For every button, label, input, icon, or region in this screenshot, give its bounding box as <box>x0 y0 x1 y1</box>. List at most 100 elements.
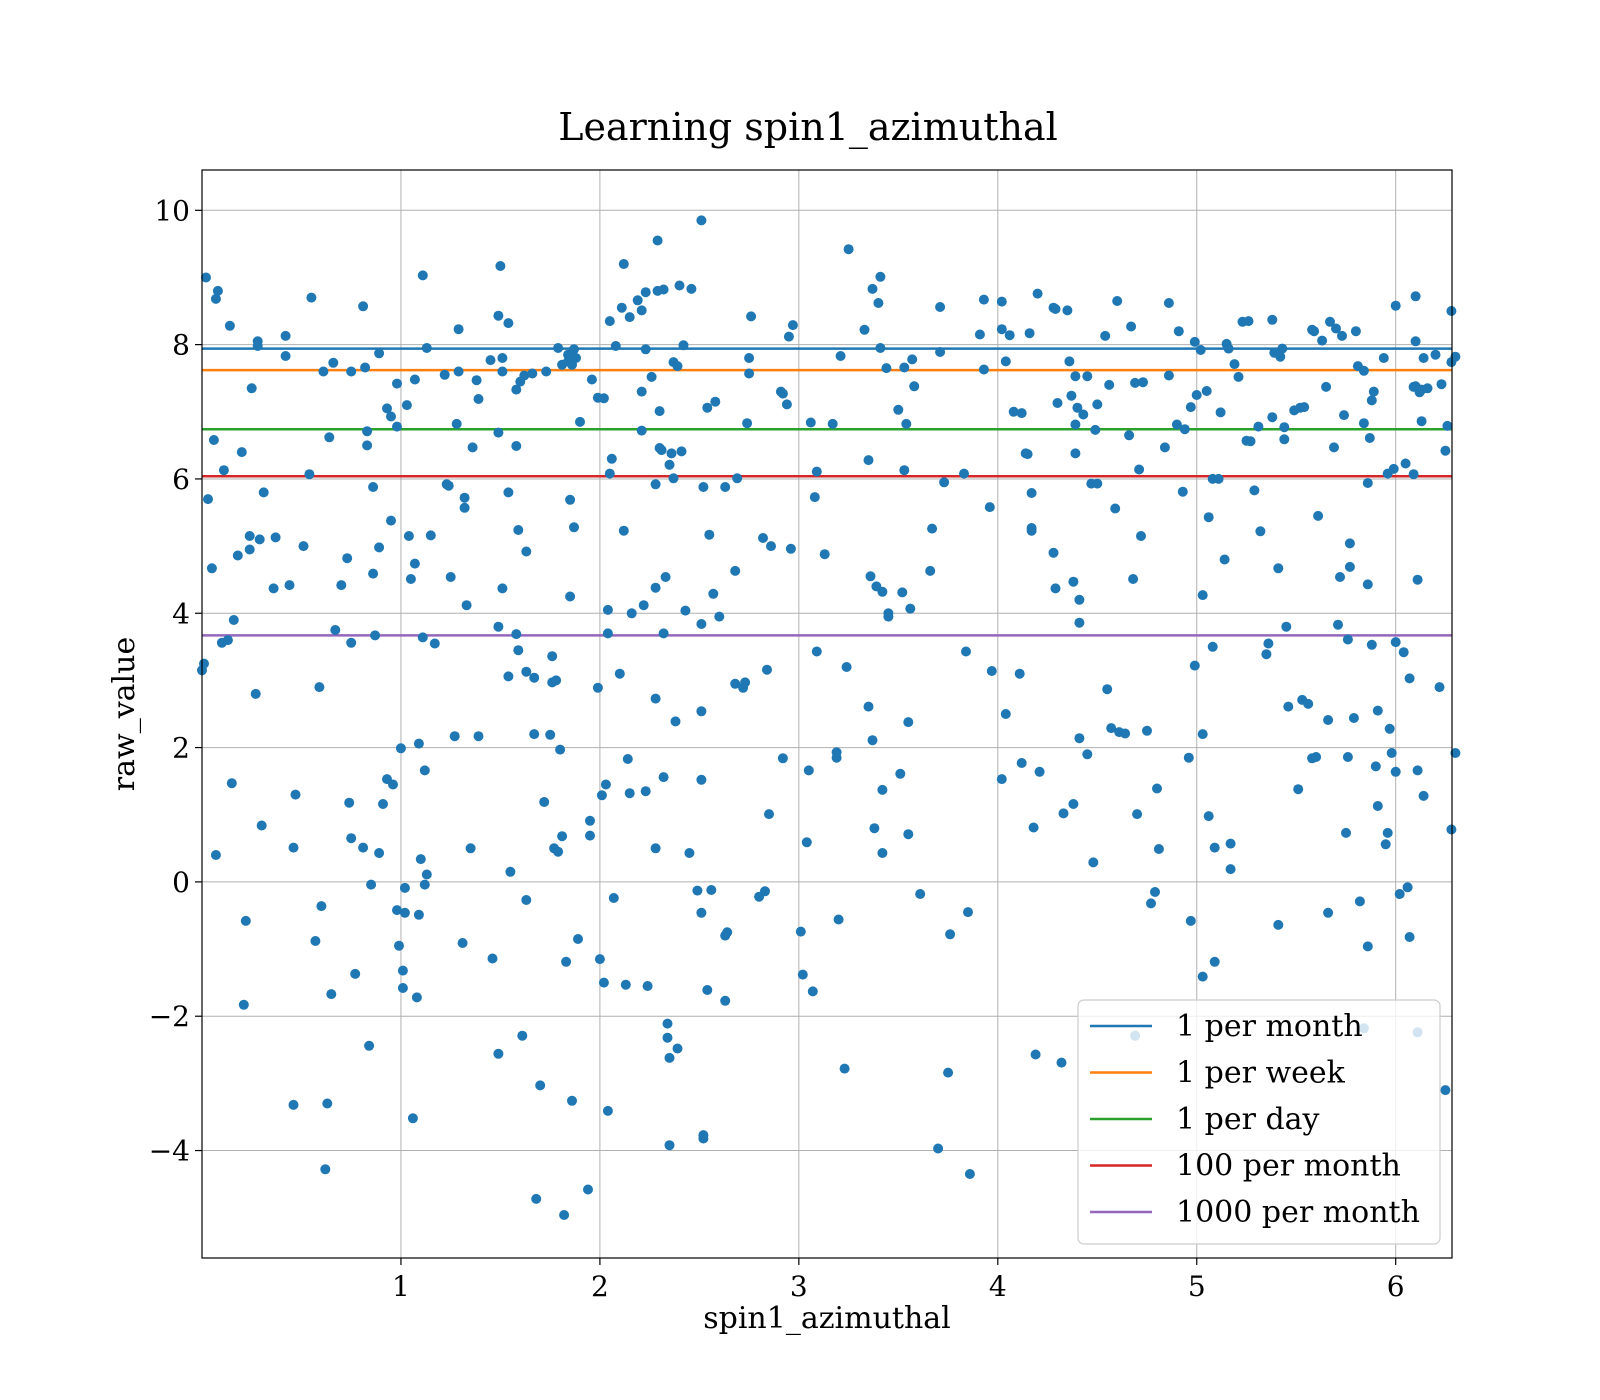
scatter-point <box>218 465 229 476</box>
scatter-point <box>298 541 309 552</box>
scatter-point <box>1070 371 1081 382</box>
scatter-point <box>252 341 263 351</box>
legend-label: 100 per month <box>1176 1149 1401 1184</box>
scatter-point <box>1416 416 1427 427</box>
scatter-point <box>811 646 822 657</box>
scatter-point <box>899 362 910 373</box>
scatter-point <box>495 261 506 271</box>
scatter-point <box>1418 790 1429 801</box>
scatter-point <box>668 473 679 484</box>
scatter-point <box>1325 316 1335 327</box>
scatter-point <box>407 1113 418 1124</box>
scatter-point <box>417 270 428 281</box>
scatter-point <box>1068 799 1079 809</box>
x-tick-label: 2 <box>591 1270 609 1303</box>
scatter-point <box>350 968 361 979</box>
scatter-point <box>1159 442 1170 453</box>
scatter-point <box>1329 442 1339 453</box>
scatter-point <box>1179 424 1190 435</box>
scatter-point <box>511 384 522 395</box>
scatter-point <box>399 882 410 893</box>
scatter-point <box>650 693 661 704</box>
scatter-point <box>606 453 617 464</box>
scatter-point <box>903 717 914 728</box>
scatter-point <box>1223 343 1234 354</box>
scatter-point <box>1138 377 1148 388</box>
scatter-point <box>419 879 430 890</box>
scatter-point <box>801 837 812 848</box>
scatter-point <box>680 605 691 616</box>
scatter-point <box>1100 330 1111 341</box>
scatter-point <box>907 354 918 365</box>
scatter-point <box>1068 576 1079 587</box>
scatter-point <box>961 646 971 657</box>
scatter-point <box>320 1164 331 1175</box>
scatter-point <box>529 729 540 740</box>
scatter-point <box>439 369 450 380</box>
scatter-point <box>392 378 402 389</box>
scatter-point <box>1342 752 1353 762</box>
y-tick-label: 8 <box>172 329 190 362</box>
scatter-point <box>1074 594 1085 605</box>
scatter-point <box>670 716 681 727</box>
scatter-point <box>875 271 886 282</box>
scatter-point <box>497 366 508 377</box>
scatter-point <box>1410 336 1421 347</box>
scatter-point <box>1337 330 1347 341</box>
scatter-point <box>1344 561 1355 572</box>
scatter-point <box>555 744 566 755</box>
scatter-point <box>314 682 325 693</box>
scatter-point <box>409 558 420 569</box>
scatter-point <box>1378 353 1389 363</box>
scatter-point <box>696 215 707 226</box>
scatter-point <box>1092 399 1103 410</box>
scatter-point <box>640 786 651 797</box>
scatter-point <box>1348 713 1359 723</box>
scatter-point <box>696 706 707 717</box>
scatter-point <box>203 494 213 505</box>
scatter-point <box>1000 709 1011 719</box>
scatter-point <box>322 1098 333 1109</box>
scatter-point <box>1311 752 1322 762</box>
scatter-point <box>210 293 221 304</box>
scatter-point <box>519 370 530 381</box>
scatter-point <box>368 568 379 579</box>
scatter-point <box>1022 449 1033 460</box>
scatter-point <box>1130 377 1141 388</box>
scatter-point <box>1390 766 1401 777</box>
scatter-point <box>1434 682 1445 693</box>
scatter-point <box>453 324 464 335</box>
scatter-point <box>696 907 707 918</box>
scatter-point <box>324 432 335 443</box>
scatter-point <box>1185 915 1196 926</box>
scatter-point <box>831 752 842 763</box>
scatter-point <box>1436 379 1447 390</box>
scatter-point <box>795 926 806 937</box>
scatter-point <box>1281 621 1292 632</box>
scatter-point <box>374 348 385 359</box>
scatter-point <box>1120 728 1131 739</box>
scatter-point <box>1313 510 1324 521</box>
scatter-point <box>573 934 583 944</box>
scatter-point <box>742 418 753 429</box>
scatter-point <box>1267 412 1278 423</box>
scatter-point <box>493 310 504 321</box>
x-tick-label: 6 <box>1387 1270 1405 1303</box>
legend-label: 1 per month <box>1176 1009 1363 1044</box>
scatter-point <box>513 645 524 656</box>
scatter-point <box>1185 402 1196 413</box>
scatter-point <box>865 571 876 582</box>
scatter-point <box>650 479 661 490</box>
scatter-point <box>395 743 406 754</box>
scatter-point <box>392 421 402 432</box>
scatter-point <box>626 608 637 619</box>
scatter-point <box>415 854 426 865</box>
scatter-point <box>883 611 894 622</box>
scatter-point <box>1372 705 1383 716</box>
scatter-point <box>640 344 651 355</box>
scatter-point <box>571 353 581 363</box>
scatter-point <box>877 848 888 858</box>
scatter-point <box>336 580 347 591</box>
scatter-point <box>758 533 768 543</box>
scatter-point <box>1279 422 1290 433</box>
